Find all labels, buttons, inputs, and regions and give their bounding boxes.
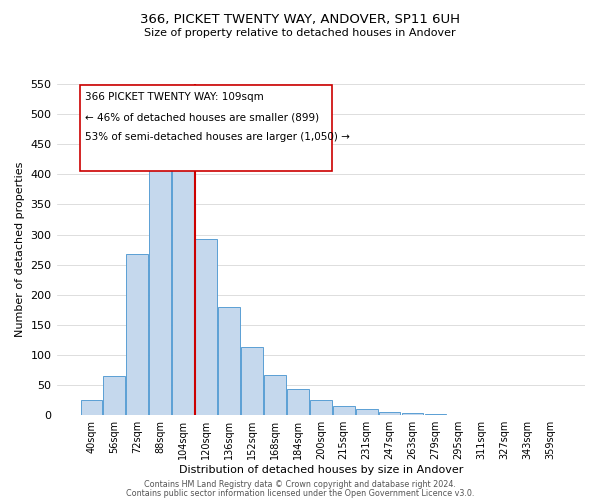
Bar (172, 141, 194, 415)
Text: ← 46% of detached houses are smaller (899): ← 46% of detached houses are smaller (89… (85, 112, 319, 122)
Text: Contains HM Land Registry data © Crown copyright and database right 2024.: Contains HM Land Registry data © Crown c… (144, 480, 456, 489)
Bar (127, 254, 148, 415)
Bar (356, 409, 377, 415)
Bar (80, 400, 103, 415)
Text: Contains public sector information licensed under the Open Government Licence v3: Contains public sector information licen… (126, 488, 474, 498)
Text: 53% of semi-detached houses are larger (1,050) →: 53% of semi-detached houses are larger (… (85, 132, 350, 142)
Bar (516, 414, 538, 415)
Bar (333, 406, 355, 415)
Bar (401, 414, 424, 415)
Bar (80, 85, 332, 172)
Bar (287, 390, 309, 415)
Bar (470, 414, 492, 415)
Bar (149, 168, 171, 415)
Bar (425, 414, 446, 415)
Bar (241, 347, 263, 415)
Text: 366 PICKET TWENTY WAY: 109sqm: 366 PICKET TWENTY WAY: 109sqm (85, 92, 264, 102)
Bar (310, 400, 332, 415)
Y-axis label: Number of detached properties: Number of detached properties (15, 162, 25, 338)
Bar (264, 376, 286, 415)
X-axis label: Distribution of detached houses by size in Andover: Distribution of detached houses by size … (179, 465, 463, 475)
Bar (539, 414, 561, 415)
Bar (379, 412, 400, 415)
Bar (448, 414, 469, 415)
Bar (493, 414, 515, 415)
Bar (103, 376, 125, 415)
Text: 366, PICKET TWENTY WAY, ANDOVER, SP11 6UH: 366, PICKET TWENTY WAY, ANDOVER, SP11 6U… (140, 12, 460, 26)
Bar (218, 308, 240, 415)
Bar (195, 239, 217, 415)
Text: Size of property relative to detached houses in Andover: Size of property relative to detached ho… (144, 28, 456, 38)
